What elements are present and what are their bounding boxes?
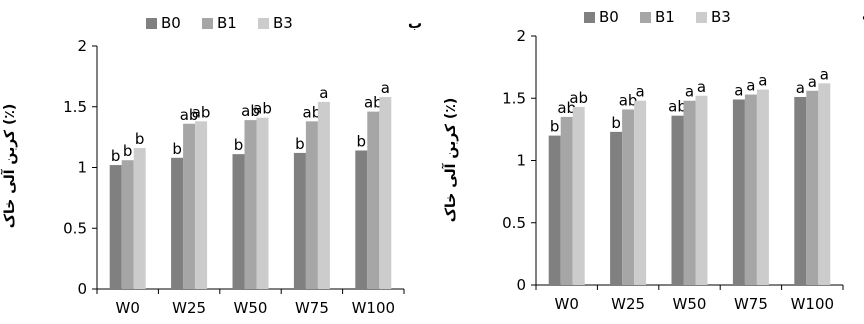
data-label: a bbox=[758, 72, 767, 90]
legend-label: B1 bbox=[217, 14, 237, 32]
data-label: b bbox=[357, 132, 367, 150]
data-label: b bbox=[234, 136, 244, 154]
y-tick-label: 0.5 bbox=[502, 214, 526, 232]
legend-label: B3 bbox=[711, 8, 731, 26]
data-label: ab bbox=[557, 99, 576, 117]
data-label: a bbox=[734, 81, 743, 99]
bar bbox=[610, 131, 623, 285]
bar bbox=[818, 83, 831, 285]
data-label: a bbox=[381, 79, 390, 97]
bar bbox=[244, 120, 257, 290]
data-label: ab bbox=[569, 89, 588, 107]
y-tick-label: 1.5 bbox=[502, 89, 526, 107]
data-label: a bbox=[319, 84, 328, 102]
y-tick-label: 2 bbox=[516, 27, 526, 45]
bar bbox=[293, 152, 306, 289]
bar bbox=[305, 121, 318, 289]
data-label: ab bbox=[303, 103, 322, 121]
data-label: ab bbox=[668, 98, 687, 116]
bar bbox=[317, 101, 330, 289]
bar bbox=[756, 89, 769, 285]
data-label: b bbox=[611, 114, 621, 132]
x-tick-label: W50 bbox=[673, 295, 707, 313]
legend-swatch bbox=[584, 12, 595, 23]
bar bbox=[548, 135, 561, 285]
y-tick-label: 0 bbox=[516, 276, 526, 294]
y-axis-title: (٪) کربن آلی خاک bbox=[0, 104, 18, 229]
bar bbox=[560, 116, 573, 285]
bar bbox=[232, 154, 245, 289]
data-label: ab bbox=[364, 94, 383, 112]
bar bbox=[732, 99, 745, 286]
bar bbox=[171, 157, 184, 289]
x-tick-label: W100 bbox=[791, 295, 834, 313]
bar bbox=[794, 97, 807, 285]
legend-label: B3 bbox=[273, 14, 293, 32]
data-label: a bbox=[820, 65, 829, 83]
panel-label: الف bbox=[862, 8, 864, 24]
data-label: a bbox=[808, 73, 817, 91]
x-tick-label: W50 bbox=[234, 299, 268, 317]
legend-label: B0 bbox=[161, 14, 181, 32]
y-tick-label: 0 bbox=[77, 280, 87, 298]
bar bbox=[744, 94, 757, 285]
x-tick-label: W0 bbox=[555, 295, 579, 313]
data-label: a bbox=[746, 77, 755, 95]
bar bbox=[695, 95, 708, 285]
y-tick-label: 2 bbox=[77, 37, 87, 55]
legend-swatch bbox=[146, 18, 157, 29]
legend-label: B0 bbox=[599, 8, 619, 26]
legend-swatch bbox=[258, 18, 269, 29]
y-axis-title: (٪) کربن آلی خاک bbox=[441, 98, 459, 223]
bar bbox=[622, 109, 635, 285]
data-label: b bbox=[111, 147, 121, 165]
bar bbox=[183, 123, 196, 289]
bar bbox=[367, 111, 380, 289]
x-tick-label: W0 bbox=[116, 299, 140, 317]
bar bbox=[683, 100, 696, 286]
y-tick-label: 0.5 bbox=[63, 219, 87, 237]
legend-swatch bbox=[640, 12, 651, 23]
data-label: b bbox=[550, 118, 560, 136]
y-tick-label: 1 bbox=[516, 152, 526, 170]
bar bbox=[671, 115, 684, 286]
bar bbox=[195, 121, 208, 289]
bar bbox=[121, 160, 134, 289]
x-tick-label: W25 bbox=[611, 295, 645, 313]
bar bbox=[572, 106, 585, 285]
data-label: b bbox=[295, 135, 305, 153]
bar bbox=[634, 100, 647, 286]
data-label: ab bbox=[241, 102, 260, 120]
x-tick-label: W100 bbox=[352, 299, 395, 317]
x-tick-label: W25 bbox=[172, 299, 206, 317]
data-label: a bbox=[697, 78, 706, 96]
data-label: b bbox=[123, 142, 133, 160]
bar bbox=[806, 90, 819, 285]
panel-label: ب bbox=[408, 16, 422, 32]
legend-swatch bbox=[202, 18, 213, 29]
data-label: b bbox=[135, 130, 145, 148]
data-label: a bbox=[796, 79, 805, 97]
legend-label: B1 bbox=[655, 8, 675, 26]
bar bbox=[256, 117, 269, 289]
bar bbox=[109, 165, 122, 289]
data-label: ab bbox=[180, 106, 199, 124]
y-tick-label: 1.5 bbox=[63, 98, 87, 116]
data-label: ab bbox=[253, 100, 272, 118]
y-tick-label: 1 bbox=[77, 159, 87, 177]
bar bbox=[379, 97, 392, 289]
bar bbox=[355, 150, 368, 289]
bar bbox=[133, 148, 146, 289]
data-label: a bbox=[635, 83, 644, 101]
legend-swatch bbox=[696, 12, 707, 23]
x-tick-label: W75 bbox=[295, 299, 329, 317]
data-label: ab bbox=[192, 103, 211, 121]
x-tick-label: W75 bbox=[734, 295, 768, 313]
data-label: b bbox=[172, 140, 182, 158]
data-label: ab bbox=[619, 91, 638, 109]
data-label: a bbox=[685, 83, 694, 101]
